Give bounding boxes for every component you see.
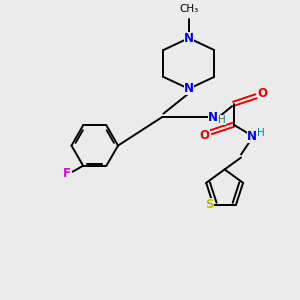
- Text: N: N: [247, 130, 256, 143]
- Text: N: N: [208, 111, 218, 124]
- Text: F: F: [63, 167, 71, 180]
- Text: O: O: [200, 129, 210, 142]
- Text: CH₃: CH₃: [179, 4, 198, 14]
- Text: H: H: [218, 115, 226, 125]
- Text: S: S: [206, 198, 214, 211]
- Text: N: N: [184, 32, 194, 45]
- Text: N: N: [184, 82, 194, 95]
- Text: O: O: [258, 87, 268, 100]
- Text: H: H: [257, 128, 265, 138]
